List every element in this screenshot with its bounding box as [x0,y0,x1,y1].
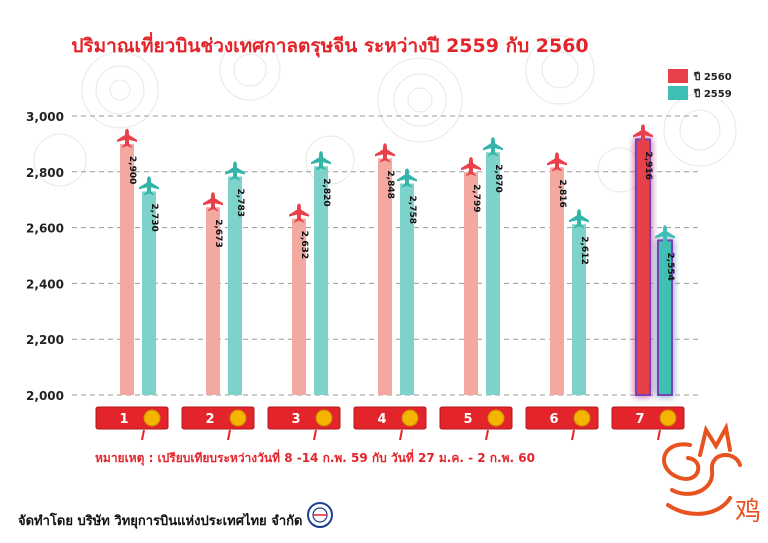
bar [400,183,414,395]
tassel-decoration [141,429,145,441]
y-tick-label: 3,000 [26,110,64,124]
bar [142,191,156,395]
gold-coin-icon [573,409,591,427]
airplane-icon [375,143,395,163]
y-tick-label: 2,000 [26,389,64,403]
bar-group-2560-day-3: 2,632 [289,203,309,395]
bar-group-2560-day-2: 2,673 [203,192,223,395]
x-tick-label: 4 [377,412,386,427]
x-tick-label: 5 [463,412,472,427]
bar [206,207,220,395]
bar-value-label: 2,758 [407,196,417,224]
footnote: หมายเหตุ : เปรียบเทียบระหว่างวันที่ 8 -1… [95,449,535,466]
x-axis-day-boxes: 1 2 3 4 5 6 7 [95,406,685,441]
legend: ปี 2560 ปี 2559 [668,69,732,100]
bar-group-2559-day-4: 2,758 [397,168,417,395]
airplane-icon [117,128,137,148]
aerothai-logo [307,502,333,528]
x-tick-label: 1 [119,412,128,427]
floral-background-decoration [33,35,737,193]
y-tick-label: 2,600 [26,222,64,236]
y-tick-label: 2,200 [26,333,64,347]
tassel-decoration [571,429,575,441]
bar [486,152,500,395]
bar [550,167,564,395]
y-tick-label: 2,400 [26,277,64,291]
airplane-icon [225,161,245,181]
bars: 2,900 2,730 2,673 2,783 2,632 2,820 2,848 2,758… [117,124,675,396]
bar-value-label: 2,816 [557,179,567,207]
bar-group-2560-day-7: 2,916 [633,124,653,396]
legend-swatch-2560 [668,69,688,83]
rooster-character: 鸡 [735,497,761,527]
bar-value-label: 2,730 [149,203,159,231]
tassel-decoration [657,429,661,441]
airplane-icon [547,152,567,172]
airplane-icon [569,209,589,229]
airplane-icon [311,151,331,171]
gridlines [72,115,700,396]
airplane-icon [633,124,653,144]
y-axis: 2,000 2,200 2,400 2,600 2,800 3,000 [26,110,64,403]
airplane-icon [461,157,481,177]
bar [378,158,392,395]
bar-group-2559-day-5: 2,870 [483,137,503,395]
legend-swatch-2559 [668,86,688,100]
legend-label-2559: ปี 2559 [693,88,731,100]
bar-value-label: 2,673 [213,219,223,247]
bar [572,224,586,395]
credit-text: จัดทำโดย บริษัท วิทยุการบินแห่งประเทศไทย… [18,512,302,529]
bar [314,166,328,395]
bar-value-label: 2,612 [579,236,589,264]
x-tick-label: 7 [635,412,644,427]
chart-title: ปริมาณเที่ยวบินช่วงเทศกาลตรุษจีน ระหว่าง… [71,32,588,58]
bar-group-2560-day-6: 2,816 [547,152,567,395]
x-tick-label: 6 [549,412,558,427]
bar [292,218,306,395]
tassel-decoration [313,429,317,441]
gold-coin-icon [143,409,161,427]
bar-value-label: 2,900 [127,156,137,184]
gold-coin-icon [229,409,247,427]
y-tick-label: 2,800 [26,166,64,180]
gold-coin-icon [659,409,677,427]
x-tick-label: 2 [205,412,214,427]
bar [464,172,478,395]
bar-group-2559-day-3: 2,820 [311,151,331,395]
bar-value-label: 2,783 [235,189,245,217]
bar-value-label: 2,916 [643,151,653,179]
bar-value-label: 2,554 [665,252,675,280]
rooster-calligraphy-decoration [662,422,742,516]
tassel-decoration [485,429,489,441]
airplane-icon [289,203,309,223]
airplane-icon [483,137,503,157]
bar-group-2559-day-6: 2,612 [569,209,589,395]
gold-coin-icon [401,409,419,427]
x-tick-label: 3 [291,412,300,427]
bar-value-label: 2,632 [299,231,309,259]
airplane-icon [655,225,675,245]
airplane-icon [397,168,417,188]
bar-value-label: 2,848 [385,170,395,198]
bar [228,176,242,395]
bar-group-2560-day-1: 2,900 [117,128,137,395]
bar [120,143,134,395]
gold-coin-icon [315,409,333,427]
airplane-icon [203,192,223,212]
legend-label-2560: ปี 2560 [693,71,731,83]
bar-value-label: 2,820 [321,178,331,206]
bar-group-2559-day-1: 2,730 [139,176,159,395]
bar-group-2559-day-2: 2,783 [225,161,245,395]
airplane-icon [139,176,159,196]
bar-group-2560-day-5: 2,799 [461,157,481,395]
gold-coin-icon [487,409,505,427]
bar-value-label: 2,870 [493,164,503,192]
bar-group-2559-day-7: 2,554 [655,225,675,396]
tassel-decoration [399,429,403,441]
bar-value-label: 2,799 [471,184,481,212]
tassel-decoration [227,429,231,441]
bar-group-2560-day-4: 2,848 [375,143,395,395]
